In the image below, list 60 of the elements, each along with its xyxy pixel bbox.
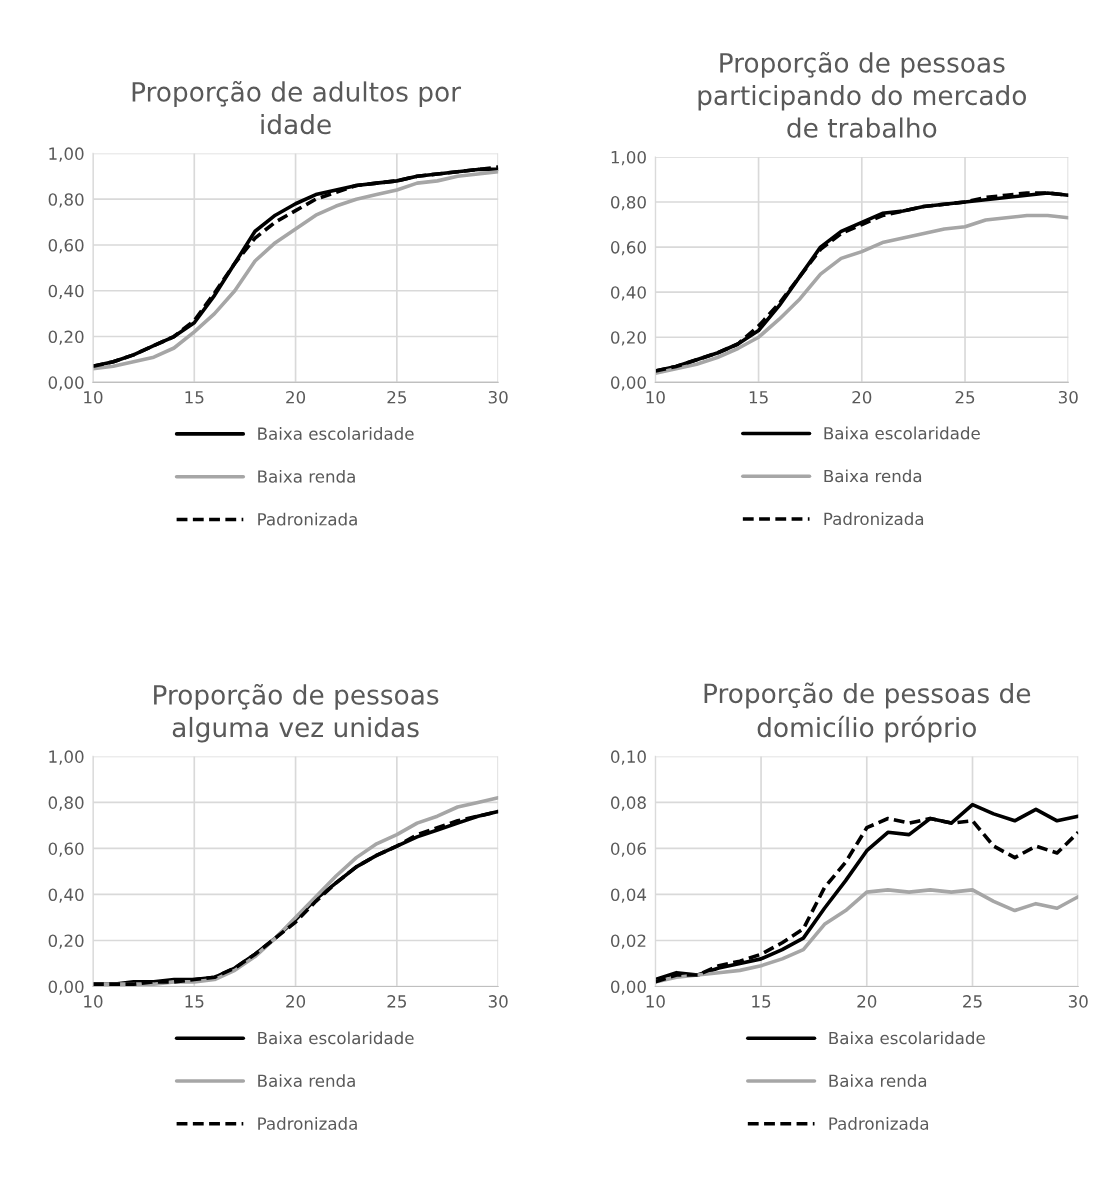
y-tick-label: 0,10 bbox=[611, 750, 646, 765]
x-tick-label: 20 bbox=[857, 995, 877, 1008]
y-tick-label: 0,60 bbox=[611, 241, 646, 256]
x-tick-label: 25 bbox=[387, 390, 407, 404]
x-tick-label: 25 bbox=[963, 995, 982, 1008]
x-tick-label: 10 bbox=[84, 995, 103, 1008]
y-tick-label: 0,80 bbox=[48, 796, 84, 811]
y-tick-label: 0,20 bbox=[611, 331, 646, 346]
chart-title: Proporção de pessoas de domicílio próprio bbox=[704, 682, 1031, 743]
legend-label: Baixa escolaridade bbox=[258, 427, 414, 440]
y-tick-label: 1,00 bbox=[49, 750, 84, 765]
y-tick-label: 0,60 bbox=[48, 238, 84, 254]
x-tick-label: 20 bbox=[852, 390, 872, 404]
x-tick-label: 25 bbox=[387, 995, 407, 1008]
y-tick-label: 0,40 bbox=[48, 888, 84, 903]
x-tick-label: 20 bbox=[286, 995, 306, 1008]
x-tick-label: 25 bbox=[955, 390, 975, 404]
y-tick-label: 1,00 bbox=[49, 147, 84, 162]
y-tick-label: 0,20 bbox=[48, 934, 84, 949]
y-tick-label: 0,40 bbox=[611, 286, 646, 301]
chart-title: Proporção de adultos por idade bbox=[132, 80, 462, 135]
x-tick-label: 30 bbox=[488, 390, 508, 404]
chart-title: Proporção de pessoas alguma vez unidas bbox=[154, 683, 439, 743]
y-tick-label: 1,00 bbox=[611, 150, 646, 166]
x-tick-label: 30 bbox=[1068, 995, 1088, 1008]
legend-label: Baixa renda bbox=[258, 469, 355, 483]
y-tick-label: 0,80 bbox=[611, 195, 646, 211]
x-tick-label: 10 bbox=[646, 995, 665, 1008]
chart-title: Proporção de pessoas participando do mercado de trabalho bbox=[698, 51, 1026, 138]
legend-label: Baixa renda bbox=[258, 1074, 355, 1088]
legend-label: Baixa renda bbox=[829, 1074, 927, 1088]
x-tick-label: 10 bbox=[84, 390, 103, 404]
y-tick-label: 0,00 bbox=[611, 376, 646, 391]
legend-label: Padronizada bbox=[258, 512, 357, 526]
y-tick-label: 0,40 bbox=[48, 284, 84, 300]
legend-label: Baixa escolaridade bbox=[824, 426, 980, 440]
x-tick-label: 15 bbox=[185, 995, 204, 1008]
y-tick-label: 0,80 bbox=[48, 193, 84, 208]
y-tick-label: 0,60 bbox=[48, 842, 84, 857]
x-tick-label: 30 bbox=[488, 995, 508, 1008]
legend-label: Padronizada bbox=[824, 512, 924, 526]
x-tick-label: 15 bbox=[749, 391, 768, 404]
legend-label: Padronizada bbox=[258, 1116, 357, 1130]
x-tick-label: 20 bbox=[286, 390, 306, 404]
y-tick-label: 0,00 bbox=[48, 376, 84, 391]
y-tick-label: 0,06 bbox=[611, 842, 646, 857]
x-tick-label: 10 bbox=[646, 390, 665, 404]
x-tick-label: 15 bbox=[752, 995, 771, 1008]
legend-label: Baixa renda bbox=[824, 469, 922, 483]
x-tick-label: 15 bbox=[185, 391, 204, 404]
y-tick-label: 0,02 bbox=[611, 934, 646, 949]
y-tick-label: 0,00 bbox=[611, 980, 646, 995]
y-tick-label: 0,00 bbox=[48, 980, 84, 995]
legend-label: Baixa escolaridade bbox=[829, 1031, 985, 1045]
y-tick-label: 0,08 bbox=[611, 796, 646, 811]
legend-label: Padronizada bbox=[829, 1116, 929, 1130]
y-tick-label: 0,20 bbox=[48, 330, 84, 345]
x-tick-label: 30 bbox=[1058, 390, 1078, 404]
y-tick-label: 0,04 bbox=[611, 888, 647, 903]
legend-label: Baixa escolaridade bbox=[258, 1031, 414, 1045]
